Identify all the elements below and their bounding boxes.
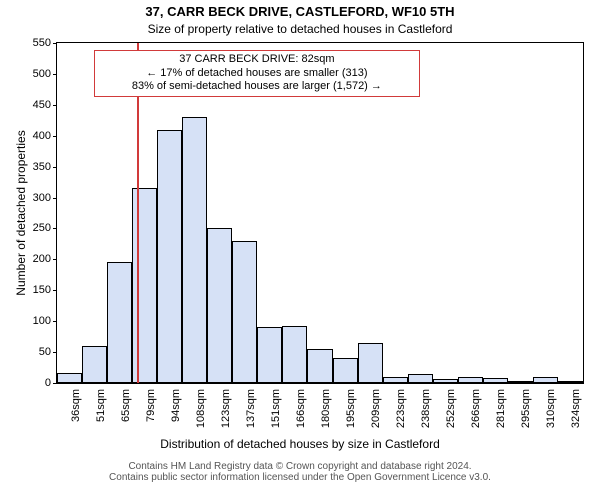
- x-tick-label: 223sqm: [395, 383, 407, 428]
- y-axis-label: Number of detached properties: [14, 42, 28, 384]
- y-tick-label: 550: [33, 37, 57, 49]
- histogram-bar: [82, 346, 107, 383]
- x-tick-label: 151sqm: [270, 383, 282, 428]
- x-tick-label: 51sqm: [95, 383, 107, 422]
- x-tick-label: 238sqm: [420, 383, 432, 428]
- x-tick-label: 180sqm: [320, 383, 332, 428]
- x-tick-label: 324sqm: [570, 383, 582, 428]
- x-tick-label: 166sqm: [295, 383, 307, 428]
- histogram-bar: [157, 130, 182, 383]
- x-tick-label: 266sqm: [470, 383, 482, 428]
- y-tick-label: 350: [33, 161, 57, 173]
- histogram-bar: [182, 117, 207, 383]
- y-tick-label: 300: [33, 192, 57, 204]
- x-tick-label: 252sqm: [445, 383, 457, 428]
- y-tick-label: 200: [33, 253, 57, 265]
- x-tick-label: 123sqm: [220, 383, 232, 428]
- y-tick-label: 0: [45, 377, 57, 389]
- chart-title: 37, CARR BECK DRIVE, CASTLEFORD, WF10 5T…: [0, 4, 600, 19]
- x-tick-label: 195sqm: [345, 383, 357, 428]
- histogram-bar: [257, 327, 282, 383]
- x-tick-label: 295sqm: [520, 383, 532, 428]
- histogram-bar: [333, 358, 358, 383]
- y-tick-label: 50: [39, 346, 57, 358]
- x-axis-label: Distribution of detached houses by size …: [0, 437, 600, 451]
- x-tick-label: 281sqm: [495, 383, 507, 428]
- y-tick-label: 400: [33, 130, 57, 142]
- x-tick-label: 137sqm: [245, 383, 257, 428]
- histogram-bar: [107, 262, 132, 383]
- x-tick-label: 108sqm: [195, 383, 207, 428]
- x-tick-label: 65sqm: [120, 383, 132, 422]
- footnote: Contains HM Land Registry data © Crown c…: [0, 461, 600, 483]
- y-tick-label: 250: [33, 222, 57, 234]
- histogram-bar: [408, 374, 433, 383]
- histogram-bar: [358, 343, 383, 383]
- y-tick-label: 500: [33, 68, 57, 80]
- y-tick-label: 150: [33, 284, 57, 296]
- x-tick-label: 79sqm: [145, 383, 157, 422]
- y-tick-label: 450: [33, 99, 57, 111]
- histogram-bar: [307, 349, 332, 383]
- annotation-box: 37 CARR BECK DRIVE: 82sqm ← 17% of detac…: [94, 50, 420, 97]
- histogram-bar: [232, 241, 257, 383]
- x-tick-label: 36sqm: [70, 383, 82, 422]
- histogram-bar: [207, 228, 232, 383]
- x-tick-label: 209sqm: [370, 383, 382, 428]
- histogram-bar: [132, 188, 157, 383]
- histogram-bar: [282, 326, 307, 383]
- y-tick-label: 100: [33, 315, 57, 327]
- chart-subtitle: Size of property relative to detached ho…: [0, 22, 600, 36]
- histogram-bar: [57, 373, 82, 384]
- x-tick-label: 310sqm: [545, 383, 557, 428]
- x-tick-label: 94sqm: [170, 383, 182, 422]
- plot-area: 05010015020025030035040045050055036sqm51…: [56, 42, 584, 384]
- chart-container: 37, CARR BECK DRIVE, CASTLEFORD, WF10 5T…: [0, 0, 600, 500]
